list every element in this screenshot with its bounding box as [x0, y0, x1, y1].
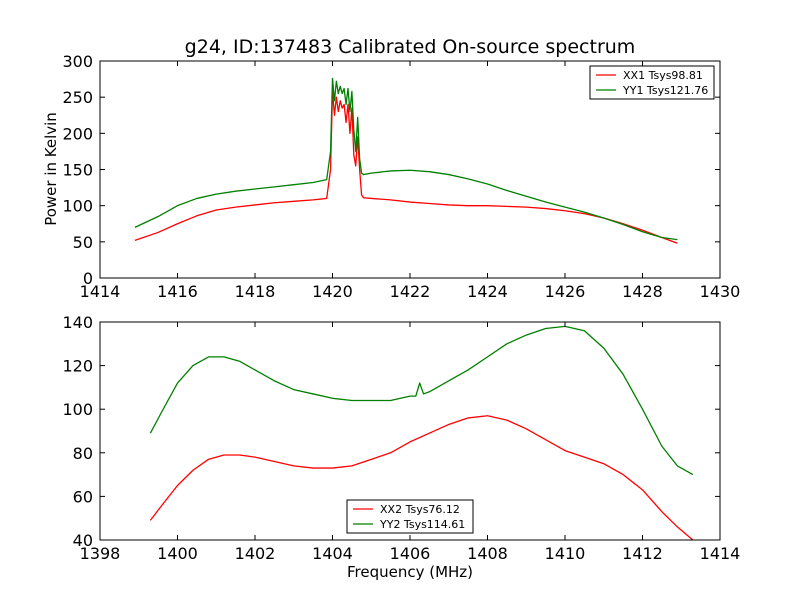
series-line-1: [134, 90, 678, 244]
x-tick-label: 1426: [545, 282, 586, 301]
series-line-1: [149, 415, 694, 541]
legend-label: YY1 Tsys121.76: [622, 84, 708, 97]
legend-label: XX1 Tsys98.81: [623, 69, 703, 82]
legend: XX1 Tsys98.81 YY1 Tsys121.76: [589, 65, 715, 100]
legend-box: [346, 499, 474, 534]
y-tick-label: 120: [62, 357, 93, 376]
x-tick-label: 1398: [80, 544, 121, 563]
y-tick-label: 100: [62, 197, 93, 216]
y-tick-label: 150: [62, 161, 93, 180]
x-tick-label: 1420: [312, 282, 353, 301]
top-plot: 1414 1416 1418 1420 1422 1424 1426 1428 1430 0 50 1…: [62, 52, 740, 301]
y-tick-label: 80: [73, 444, 93, 463]
y-tick-label: 140: [62, 313, 93, 332]
x-tick-label: 1418: [235, 282, 276, 301]
y-tick-label: 60: [73, 487, 93, 506]
y-tick-label: 300: [62, 52, 93, 71]
legend-box: [589, 65, 715, 100]
y-axis-label: Power in Kelvin: [42, 112, 60, 226]
y-tick-label: 250: [62, 88, 93, 107]
y-tick-label: 40: [73, 531, 93, 550]
series-line-2: [149, 325, 694, 476]
x-tick-label: 1416: [157, 282, 198, 301]
legend-label: XX2 Tsys76.12: [380, 503, 460, 516]
y-tick-label: 0: [83, 269, 93, 288]
y-tick-label: 200: [62, 124, 93, 143]
y-tick-label: 50: [73, 233, 93, 252]
x-tick-label: 1414: [700, 544, 741, 563]
x-axis-label: Frequency (MHz): [347, 563, 473, 581]
x-tick-label: 1410: [545, 544, 586, 563]
x-tick-label: 1400: [157, 544, 198, 563]
series-line-2: [134, 77, 678, 241]
x-tick-label: 1404: [312, 544, 353, 563]
x-tick-label: 1406: [390, 544, 431, 563]
bottom-plot: 1398 1400 1402 1404 1406 1408 1410 1412 1414 40 60…: [62, 313, 740, 563]
x-tick-label: 1412: [622, 544, 663, 563]
x-tick-label: 1422: [390, 282, 431, 301]
y-tick-label: 100: [62, 400, 93, 419]
legend-label: YY2 Tsys114.61: [379, 518, 465, 531]
x-tick-label: 1424: [467, 282, 508, 301]
x-tick-label: 1402: [235, 544, 276, 563]
x-tick-label: 1408: [467, 544, 508, 563]
x-tick-label: 1414: [80, 282, 121, 301]
chart-title: g24, ID:137483 Calibrated On-source spec…: [185, 36, 636, 58]
legend: XX2 Tsys76.12 YY2 Tsys114.61: [346, 499, 474, 534]
x-tick-label: 1430: [700, 282, 741, 301]
x-tick-label: 1428: [622, 282, 663, 301]
